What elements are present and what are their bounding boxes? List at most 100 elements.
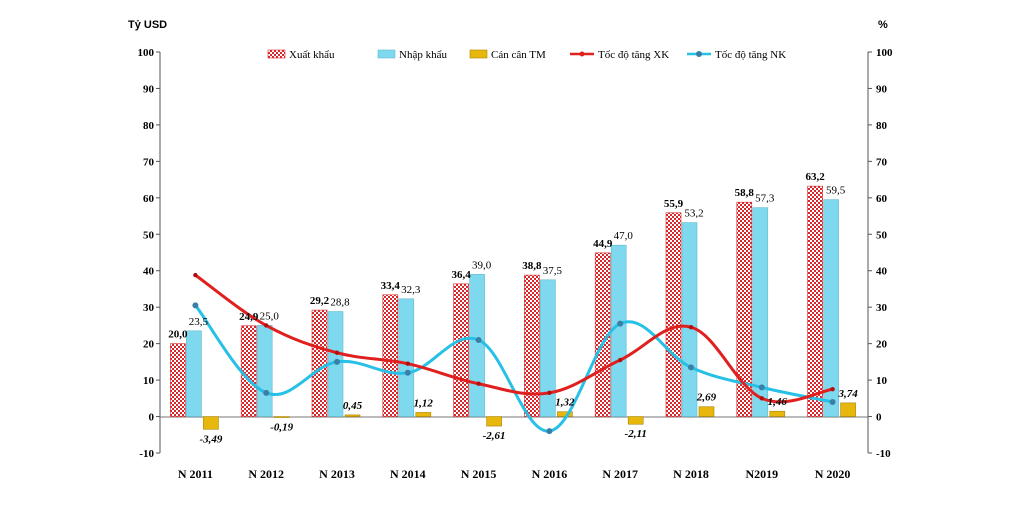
point-toc-do-nk [334, 358, 340, 365]
bar-can-can [415, 412, 432, 417]
point-toc-do-xk [618, 357, 623, 363]
legend-swatch-can-can [469, 49, 488, 59]
right-tick-label: 100 [876, 47, 893, 59]
label-can-can: 2,69 [696, 392, 717, 404]
bar-xuat-khau [736, 201, 753, 417]
label-nhap-khau: 25,0 [260, 310, 280, 322]
point-toc-do-xk [334, 350, 340, 355]
right-tick-label: 90 [876, 83, 888, 95]
legend: Xuất khẩu Nhập khẩu Cán cân TM Tốc độ tă… [267, 49, 786, 61]
label-xuat-khau: 63,2 [805, 171, 825, 183]
bar-can-can [344, 414, 361, 417]
right-axis-ticks: -10 0 10 20 30 40 50 60 70 80 90 100 [868, 47, 893, 460]
label-nhap-khau: 39,0 [472, 259, 492, 271]
bar-nhap-khau [610, 244, 627, 417]
label-xuat-khau: 44,9 [593, 238, 613, 250]
right-tick-label: 50 [876, 229, 888, 241]
point-toc-do-nk [688, 364, 694, 371]
left-tick-label: 40 [143, 266, 155, 278]
legend-label-toc-do-xk: Tốc độ tăng XK [598, 49, 669, 61]
label-nhap-khau: 37,5 [543, 265, 563, 277]
legend-label-toc-do-nk: Tốc độ tăng NK [715, 49, 786, 61]
label-xuat-khau: 24,9 [239, 311, 259, 323]
label-can-can: 1,12 [414, 397, 434, 409]
legend-swatch-nhap-khau [377, 49, 396, 59]
category-label: N 2014 [390, 467, 426, 481]
point-toc-do-nk [829, 398, 836, 405]
point-toc-do-nk [192, 302, 199, 309]
category-label: N 2013 [319, 467, 355, 481]
label-xuat-khau: 36,4 [451, 269, 471, 281]
legend-label-can-can: Cán cân TM [491, 49, 546, 61]
bar-xuat-khau [170, 343, 186, 417]
bar-nhap-khau [681, 222, 698, 417]
category-labels: N 2011 N 2012 N 2013 N 2014 N 2015 N 2016 N 20… [178, 467, 851, 481]
bar-xuat-khau [524, 274, 540, 417]
point-toc-do-xk [264, 323, 269, 328]
left-tick-label: 50 [143, 229, 155, 241]
left-tick-label: 0 [149, 412, 155, 424]
label-xuat-khau: 29,2 [310, 295, 330, 307]
left-tick-label: 30 [143, 302, 155, 314]
point-toc-do-xk [193, 272, 198, 278]
point-toc-do-xk [476, 381, 481, 386]
label-can-can: -3,49 [199, 433, 222, 445]
label-xuat-khau: 33,4 [381, 280, 401, 292]
category-label: N 2017 [602, 467, 638, 481]
right-tick-label: 0 [876, 412, 882, 424]
label-nhap-khau: 53,2 [684, 208, 703, 220]
bar-nhap-khau [752, 207, 769, 417]
bar-can-can [840, 402, 856, 417]
legend-label-xuat-khau: Xuất khẩu [289, 49, 335, 61]
category-label: N 2020 [815, 467, 851, 481]
line-toc-do-xk [194, 273, 833, 404]
right-tick-label: -10 [876, 448, 891, 460]
label-nhap-khau: 57,3 [755, 193, 775, 205]
left-tick-label: 90 [143, 83, 155, 95]
bar-can-can [203, 416, 219, 430]
left-axis-unit: Tỷ USD [128, 19, 167, 31]
label-xuat-khau: 55,9 [664, 198, 684, 210]
bar-xuat-khau [311, 309, 328, 417]
left-tick-label: 10 [143, 375, 155, 387]
point-toc-do-xk [830, 387, 835, 392]
bar-can-can [698, 406, 715, 417]
bar-can-can [486, 416, 502, 427]
label-can-can: 1,32 [555, 397, 575, 409]
point-toc-do-nk [617, 320, 624, 327]
label-nhap-khau: 59,5 [826, 185, 846, 197]
left-tick-label: 80 [143, 120, 155, 132]
legend-marker-toc-do-xk [579, 51, 585, 57]
point-toc-do-xk [688, 325, 694, 330]
bar-xuat-khau [453, 283, 469, 417]
right-tick-label: 80 [876, 120, 888, 132]
category-label: N 2015 [461, 467, 497, 481]
label-can-can: 3,74 [837, 388, 858, 400]
point-toc-do-nk [546, 428, 553, 435]
bar-can-can [769, 410, 786, 417]
point-toc-do-nk [404, 369, 411, 376]
category-label: N 2012 [248, 467, 284, 481]
right-tick-label: 10 [876, 375, 888, 387]
left-tick-label: 60 [143, 193, 155, 205]
point-toc-do-xk [405, 361, 410, 366]
label-can-can: 1,46 [768, 396, 788, 408]
right-tick-label: 60 [876, 193, 888, 205]
bar-xuat-khau [665, 212, 682, 417]
point-toc-do-xk [759, 396, 764, 401]
label-can-can: -0,19 [270, 422, 293, 434]
category-label: N 2011 [178, 467, 213, 481]
right-tick-label: 40 [876, 266, 888, 278]
bar-nhap-khau [540, 279, 556, 417]
label-xuat-khau: 20,0 [168, 329, 188, 341]
lines-layer [192, 272, 836, 435]
category-label: N 2016 [532, 467, 568, 481]
line-toc-do-nk [194, 304, 833, 433]
left-tick-label: 20 [143, 339, 155, 351]
right-tick-label: 70 [876, 156, 888, 168]
label-xuat-khau: 38,8 [522, 260, 542, 272]
left-tick-label: 70 [143, 156, 155, 168]
legend-label-nhap-khau: Nhập khẩu [399, 49, 447, 61]
bar-can-can [627, 416, 644, 425]
